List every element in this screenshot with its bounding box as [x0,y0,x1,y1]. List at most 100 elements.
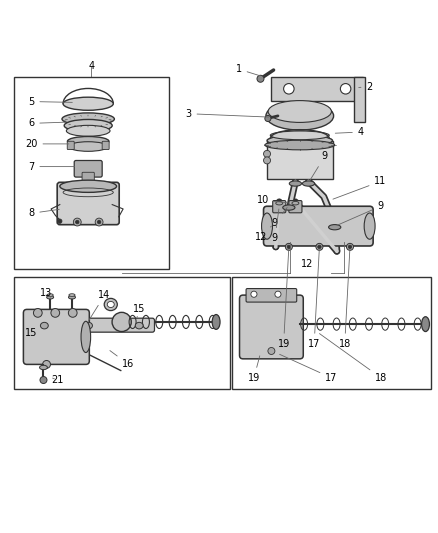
Circle shape [340,84,351,94]
FancyBboxPatch shape [74,160,102,177]
Circle shape [73,218,81,226]
Ellipse shape [270,131,329,140]
Text: 9: 9 [310,151,328,180]
FancyBboxPatch shape [273,200,286,213]
Circle shape [346,244,353,251]
Bar [14,277,230,389]
Circle shape [33,309,42,317]
Text: 10: 10 [257,195,288,205]
FancyBboxPatch shape [354,77,365,123]
FancyBboxPatch shape [82,172,94,181]
Text: 4: 4 [88,61,94,71]
Text: 17: 17 [279,354,338,383]
Text: 19: 19 [278,249,290,349]
Circle shape [286,244,292,251]
Ellipse shape [261,213,272,239]
Circle shape [275,291,281,297]
Circle shape [265,116,271,122]
Text: 3: 3 [185,109,268,119]
Ellipse shape [67,125,110,136]
Polygon shape [267,141,332,179]
Text: 9: 9 [272,207,287,228]
Text: 12: 12 [255,226,272,242]
Ellipse shape [283,205,295,210]
Ellipse shape [135,322,143,329]
Circle shape [68,309,77,317]
Circle shape [58,219,62,223]
Circle shape [316,244,323,251]
Text: 5: 5 [28,96,72,107]
Ellipse shape [328,224,341,230]
Circle shape [257,75,264,82]
Text: 9: 9 [272,209,279,243]
Ellipse shape [64,119,112,132]
FancyBboxPatch shape [272,77,363,101]
Ellipse shape [268,101,332,123]
Ellipse shape [63,97,113,110]
Ellipse shape [364,213,375,239]
FancyBboxPatch shape [264,206,373,246]
Text: 8: 8 [28,208,59,219]
FancyBboxPatch shape [23,309,89,365]
Text: 6: 6 [28,118,66,128]
Ellipse shape [212,314,220,329]
Text: 18: 18 [339,249,351,349]
Text: 7: 7 [28,161,74,172]
Ellipse shape [85,322,92,329]
Ellipse shape [266,102,334,130]
FancyBboxPatch shape [289,200,302,213]
Text: 4: 4 [336,127,364,137]
Text: 9: 9 [337,201,384,225]
Circle shape [75,220,79,224]
Ellipse shape [265,140,335,150]
Ellipse shape [276,201,283,205]
Ellipse shape [68,295,75,299]
Circle shape [251,291,257,297]
FancyBboxPatch shape [246,288,297,302]
Circle shape [112,312,131,332]
Circle shape [51,309,60,317]
Circle shape [95,218,103,226]
Text: 20: 20 [25,139,69,149]
Circle shape [40,376,47,384]
Ellipse shape [68,142,108,151]
FancyBboxPatch shape [57,182,119,225]
Circle shape [264,157,271,164]
Ellipse shape [422,317,429,332]
Text: 13: 13 [40,288,53,298]
Text: 12: 12 [301,260,313,269]
Ellipse shape [81,321,91,352]
Circle shape [42,360,50,368]
Bar [232,277,431,389]
Text: 15: 15 [25,328,37,338]
Circle shape [264,150,271,157]
Ellipse shape [302,181,314,186]
Text: 19: 19 [248,356,260,383]
Text: 1: 1 [236,64,260,76]
Ellipse shape [47,295,53,299]
Ellipse shape [292,201,299,205]
Ellipse shape [67,136,109,146]
Text: 2: 2 [359,82,373,92]
Text: 21: 21 [51,375,63,385]
Ellipse shape [39,365,47,370]
Ellipse shape [104,298,117,311]
Circle shape [318,245,321,248]
Circle shape [348,245,352,248]
Text: 15: 15 [133,304,145,318]
Ellipse shape [289,181,301,186]
Ellipse shape [69,294,75,296]
Text: 17: 17 [308,249,320,349]
Text: 18: 18 [319,334,387,383]
Ellipse shape [60,180,117,192]
Bar [14,77,169,269]
Circle shape [287,245,290,248]
FancyBboxPatch shape [31,318,155,332]
Ellipse shape [40,322,48,329]
Ellipse shape [267,135,332,146]
Text: 14: 14 [88,290,111,321]
Circle shape [268,348,275,354]
Ellipse shape [47,294,53,296]
Text: 16: 16 [110,351,134,369]
Text: 11: 11 [333,176,387,199]
